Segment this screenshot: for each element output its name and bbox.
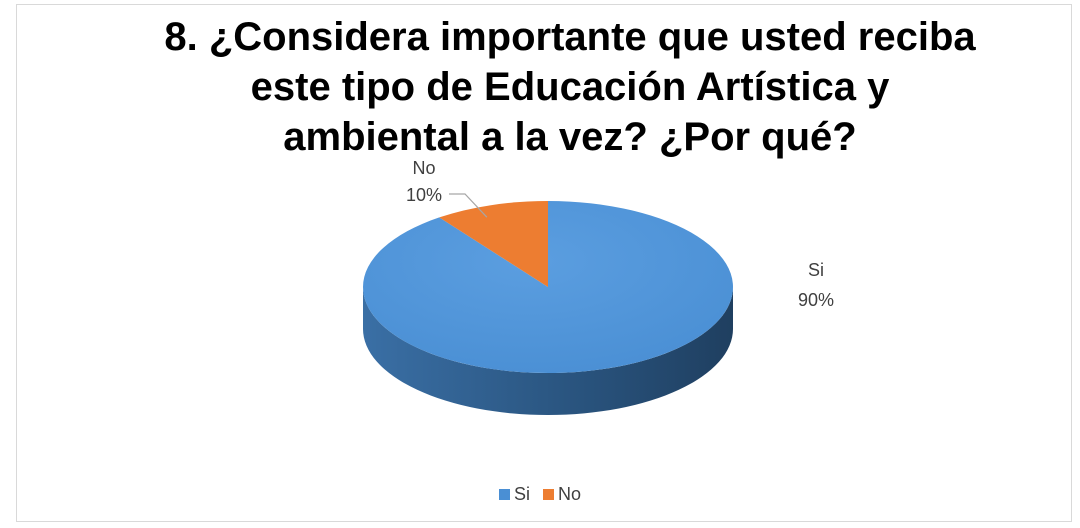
pie-side [363,287,733,415]
chart-title: 8. ¿Considera importante que usted recib… [164,15,976,159]
legend: Si No [0,484,1080,505]
legend-item-si: Si [498,484,530,505]
legend-item-no: No [543,484,581,505]
data-label-no-percent: 10% [406,185,442,205]
pie-slice-no [439,201,548,287]
legend-swatch-si [498,489,510,500]
data-label-no-name: No [412,158,435,178]
legend-label-no: No [558,484,582,504]
legend-swatch-no [543,489,554,500]
data-label-si-percent: 90% [798,290,834,310]
leader-line-no [449,193,488,218]
pie-side-wall [363,287,733,415]
legend-label-si: Si [513,484,530,504]
data-label-si-name: Si [808,260,824,280]
